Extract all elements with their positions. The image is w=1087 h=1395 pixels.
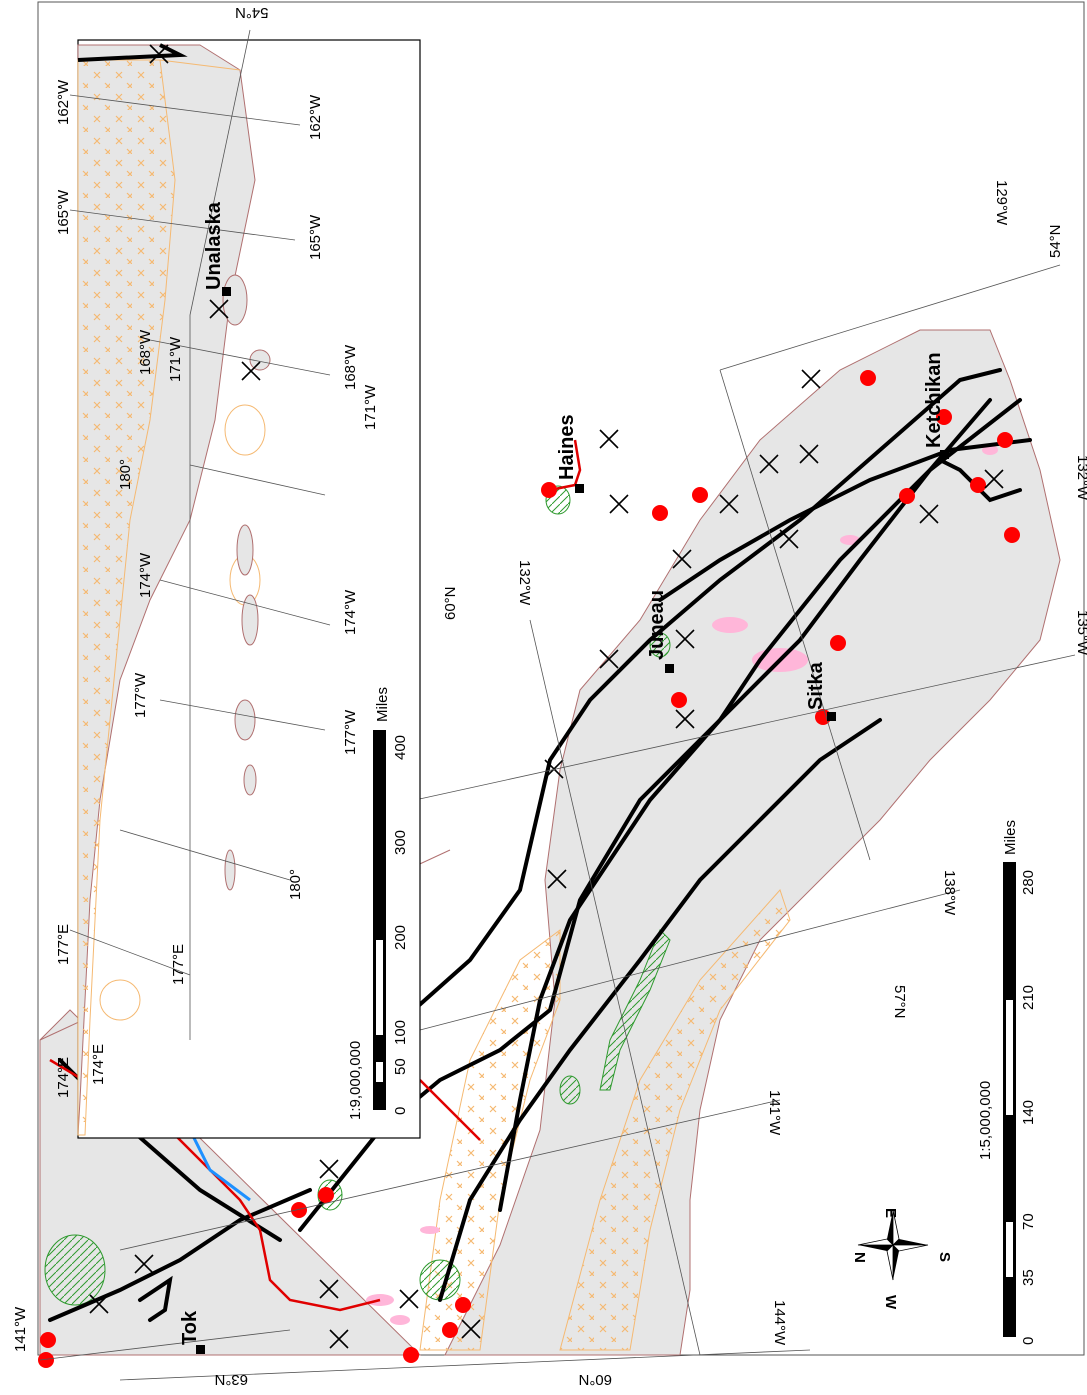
- main-scale-tick-35: 35: [1020, 1269, 1037, 1286]
- inset-map: [69, 29, 421, 1139]
- lat-label-54n: 54°N: [1047, 224, 1064, 258]
- lon-label-141w-left: 141°W: [12, 1306, 29, 1352]
- svg-text:174°E: 174°E: [90, 1044, 107, 1085]
- svg-text:177°E: 177°E: [55, 924, 72, 965]
- lat-label-60n: 60°N: [578, 1371, 612, 1388]
- town-sitka: Sitka: [805, 661, 827, 710]
- main-scale-tick-70: 70: [1020, 1213, 1037, 1230]
- svg-text:180°: 180°: [287, 869, 304, 900]
- inset-scale-tick-0: 0: [392, 1107, 409, 1115]
- svg-text:168°W: 168°W: [137, 329, 154, 375]
- lon-label-129w: 129°W: [993, 180, 1010, 226]
- lon-label-141w: 141°W: [766, 1090, 783, 1136]
- town-unalaska: Unalaska: [203, 201, 225, 290]
- svg-text:174°E: 174°E: [55, 1057, 72, 1098]
- town-tok: Tok: [179, 1310, 201, 1345]
- inset-scale-tick-200: 200: [392, 925, 409, 950]
- town-ketchikan: Ketchikan: [923, 352, 945, 448]
- main-scale-tick-0: 0: [1020, 1337, 1037, 1345]
- town-juneau: Juneau: [646, 590, 668, 660]
- main-scale-tick-140: 140: [1020, 1100, 1037, 1125]
- inset-scale-bar: [373, 730, 386, 1110]
- lon-label-135w: 135°W: [1074, 610, 1087, 656]
- inset-scale-unit: Miles: [374, 687, 391, 722]
- svg-text:162°W: 162°W: [307, 94, 324, 140]
- main-map: [38, 264, 1076, 1381]
- compass-w: W: [882, 1295, 899, 1310]
- lat-label-63n: 63°N: [214, 1371, 248, 1388]
- svg-text:180°: 180°: [117, 459, 134, 490]
- panhandle-land: [444, 329, 1061, 1356]
- lon-label-132w-right: 132°W: [1074, 455, 1087, 501]
- lon-label-132w: 132°W: [516, 560, 533, 606]
- inset-orange-belt: [77, 59, 176, 1136]
- inset-lon-top: 174°E 177°E 180° 177°W 174°W 171°W 168°W…: [55, 79, 184, 1098]
- x-markers: [89, 369, 1004, 1349]
- inset-lat-54n: 54°N: [235, 4, 269, 21]
- svg-text:177°W: 177°W: [132, 672, 149, 718]
- lat-label-60n-inset: 60°N: [442, 586, 459, 620]
- svg-text:165°W: 165°W: [55, 189, 72, 235]
- inset-scale-ratio: 1:9,000,000: [347, 1041, 364, 1120]
- volcano-dots: [38, 370, 1020, 1368]
- inset-scale-tick-400: 400: [392, 735, 409, 760]
- svg-text:177°E: 177°E: [170, 944, 187, 985]
- svg-text:174°W: 174°W: [137, 552, 154, 598]
- lon-label-144w: 144°W: [771, 1300, 788, 1346]
- compass-e: E: [882, 1208, 899, 1218]
- main-scale-tick-280: 280: [1020, 870, 1037, 895]
- svg-text:177°W: 177°W: [342, 709, 359, 755]
- svg-text:162°W: 162°W: [55, 79, 72, 125]
- main-scale-unit: Miles: [1002, 820, 1019, 855]
- compass-rose: [857, 1209, 929, 1281]
- svg-text:168°W: 168°W: [342, 344, 359, 390]
- inset-scale-tick-300: 300: [392, 830, 409, 855]
- main-scale-ratio: 1:5,000,000: [977, 1081, 994, 1160]
- main-scale-tick-210: 210: [1020, 985, 1037, 1010]
- lon-label-138w: 138°W: [941, 870, 958, 916]
- inset-scale-tick-50: 50: [392, 1058, 409, 1075]
- orange-belt-1: [559, 889, 791, 1351]
- compass-n: N: [851, 1252, 868, 1263]
- town-haines: Haines: [556, 414, 578, 480]
- inset-scale-tick-100: 100: [392, 1020, 409, 1045]
- compass-s: S: [936, 1252, 953, 1262]
- svg-text:171°W: 171°W: [167, 336, 184, 382]
- lat-label-57n: 57°N: [891, 985, 908, 1019]
- inset-lon-bottom: 174°E 177°E 180° 177°W 174°W 171°W 168°W…: [90, 94, 379, 1085]
- svg-text:171°W: 171°W: [362, 384, 379, 430]
- svg-text:165°W: 165°W: [307, 214, 324, 260]
- main-scale-bar: [1003, 862, 1016, 1337]
- svg-text:174°W: 174°W: [342, 589, 359, 635]
